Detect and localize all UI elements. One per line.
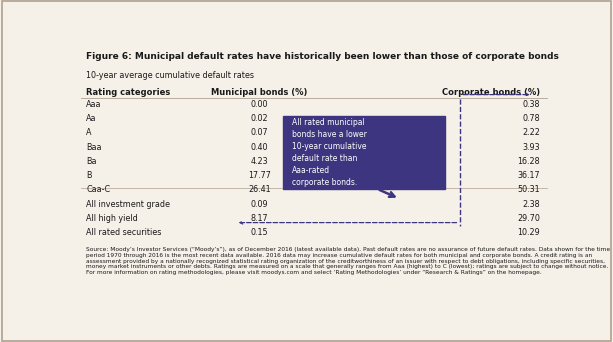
Text: 26.41: 26.41 bbox=[248, 185, 271, 194]
Text: 10.29: 10.29 bbox=[517, 228, 540, 237]
Text: Rating categories: Rating categories bbox=[86, 89, 170, 97]
Text: Caa-C: Caa-C bbox=[86, 185, 110, 194]
Text: 16.28: 16.28 bbox=[517, 157, 540, 166]
Text: Baa: Baa bbox=[86, 143, 102, 152]
Text: 50.31: 50.31 bbox=[517, 185, 540, 194]
Text: 0.78: 0.78 bbox=[522, 114, 540, 123]
Text: 0.40: 0.40 bbox=[251, 143, 268, 152]
Text: 2.38: 2.38 bbox=[522, 200, 540, 209]
Text: 3.93: 3.93 bbox=[522, 143, 540, 152]
Text: 0.09: 0.09 bbox=[251, 200, 268, 209]
Text: Corporate bonds (%): Corporate bonds (%) bbox=[442, 89, 540, 97]
Text: All rated municipal
bonds have a lower
10-year cumulative
default rate than
Aaa-: All rated municipal bonds have a lower 1… bbox=[292, 118, 367, 187]
Text: 0.00: 0.00 bbox=[251, 100, 268, 109]
Text: Source: Moody’s Investor Services (“Moody’s”), as of December 2016 (latest avail: Source: Moody’s Investor Services (“Mood… bbox=[86, 247, 611, 275]
Text: 17.77: 17.77 bbox=[248, 171, 271, 180]
Text: 0.07: 0.07 bbox=[251, 129, 268, 137]
Text: B: B bbox=[86, 171, 91, 180]
Text: 2.22: 2.22 bbox=[522, 129, 540, 137]
Text: A: A bbox=[86, 129, 91, 137]
Text: 10-year average cumulative default rates: 10-year average cumulative default rates bbox=[86, 70, 254, 80]
Text: Municipal bonds (%): Municipal bonds (%) bbox=[211, 89, 308, 97]
Text: All rated securities: All rated securities bbox=[86, 228, 161, 237]
Text: Figure 6: Municipal default rates have historically been lower than those of cor: Figure 6: Municipal default rates have h… bbox=[86, 52, 559, 61]
Text: 36.17: 36.17 bbox=[517, 171, 540, 180]
Text: 0.38: 0.38 bbox=[522, 100, 540, 109]
FancyBboxPatch shape bbox=[283, 116, 445, 189]
Text: Aa: Aa bbox=[86, 114, 97, 123]
Text: Aaa: Aaa bbox=[86, 100, 102, 109]
Text: All investment grade: All investment grade bbox=[86, 200, 170, 209]
Text: Ba: Ba bbox=[86, 157, 97, 166]
Text: All high yield: All high yield bbox=[86, 214, 138, 223]
Text: 4.23: 4.23 bbox=[251, 157, 268, 166]
Text: 0.02: 0.02 bbox=[251, 114, 268, 123]
Text: 29.70: 29.70 bbox=[517, 214, 540, 223]
Text: 0.15: 0.15 bbox=[251, 228, 268, 237]
Text: 8.17: 8.17 bbox=[251, 214, 268, 223]
